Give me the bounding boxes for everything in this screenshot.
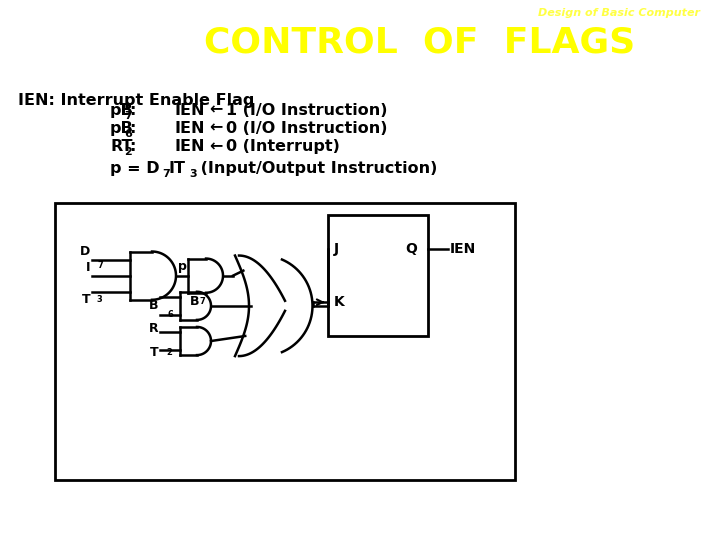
Text: CONTROL  OF  FLAGS: CONTROL OF FLAGS	[204, 26, 636, 60]
Text: 0: 0	[225, 121, 236, 136]
Text: IEN: IEN	[175, 139, 205, 154]
Text: (Input/Output Instruction): (Input/Output Instruction)	[195, 161, 437, 176]
Text: VIDYAPEETH: VIDYAPEETH	[40, 32, 71, 37]
Text: 3: 3	[96, 295, 102, 304]
Text: BHARATI: BHARATI	[42, 16, 69, 21]
Text: :: :	[130, 139, 136, 154]
Text: pB: pB	[110, 121, 134, 136]
Text: IEN: IEN	[175, 103, 205, 118]
Text: 7: 7	[199, 297, 204, 306]
Text: T: T	[81, 293, 90, 306]
Text: 1: 1	[225, 103, 236, 118]
Bar	[328, 215, 428, 336]
Text: 6: 6	[125, 129, 132, 139]
Text: 2: 2	[125, 147, 132, 157]
Text: Design of Basic Computer: Design of Basic Computer	[538, 8, 700, 18]
Text: B: B	[148, 299, 158, 312]
Text: I: I	[86, 261, 90, 274]
Text: 7: 7	[125, 111, 132, 121]
Text: ←: ←	[209, 103, 222, 118]
Text: R: R	[148, 322, 158, 335]
Text: (Interrupt): (Interrupt)	[237, 139, 340, 154]
Text: Q: Q	[405, 242, 418, 256]
Text: IEN: IEN	[175, 121, 205, 136]
Text: ←: ←	[209, 139, 222, 154]
Text: PUNE: PUNE	[49, 47, 63, 52]
Text: IEN: Interrupt Enable Flag: IEN: Interrupt Enable Flag	[18, 93, 254, 107]
Text: T: T	[149, 346, 158, 359]
Text: 2: 2	[166, 348, 172, 357]
Bar	[55, 203, 515, 480]
Text: IEN: IEN	[449, 242, 476, 256]
Text: p: p	[178, 260, 187, 273]
Text: B: B	[190, 295, 199, 308]
Text: (I/O Instruction): (I/O Instruction)	[237, 121, 387, 136]
Text: ←: ←	[209, 121, 222, 136]
Text: 6: 6	[167, 310, 173, 319]
Text: IT: IT	[168, 161, 185, 176]
Text: D: D	[80, 245, 90, 258]
Text: RT: RT	[110, 139, 132, 154]
Text: :: :	[130, 121, 136, 136]
Text: 7: 7	[98, 261, 104, 269]
Text: K: K	[333, 295, 344, 309]
Text: U2.53: U2.53	[675, 517, 711, 528]
Text: p = D: p = D	[110, 161, 160, 176]
Text: (I/O Instruction): (I/O Instruction)	[237, 103, 387, 118]
Text: 3: 3	[189, 169, 197, 179]
Text: :: :	[130, 103, 136, 118]
Text: pB: pB	[110, 103, 134, 118]
Text: J: J	[333, 242, 338, 256]
Text: 0: 0	[225, 139, 236, 154]
Text: 7: 7	[162, 169, 170, 179]
Text: © Bharati Vidyapeeth's Institute of Computer Applications and Management, New De: © Bharati Vidyapeeth's Institute of Comp…	[9, 518, 521, 527]
